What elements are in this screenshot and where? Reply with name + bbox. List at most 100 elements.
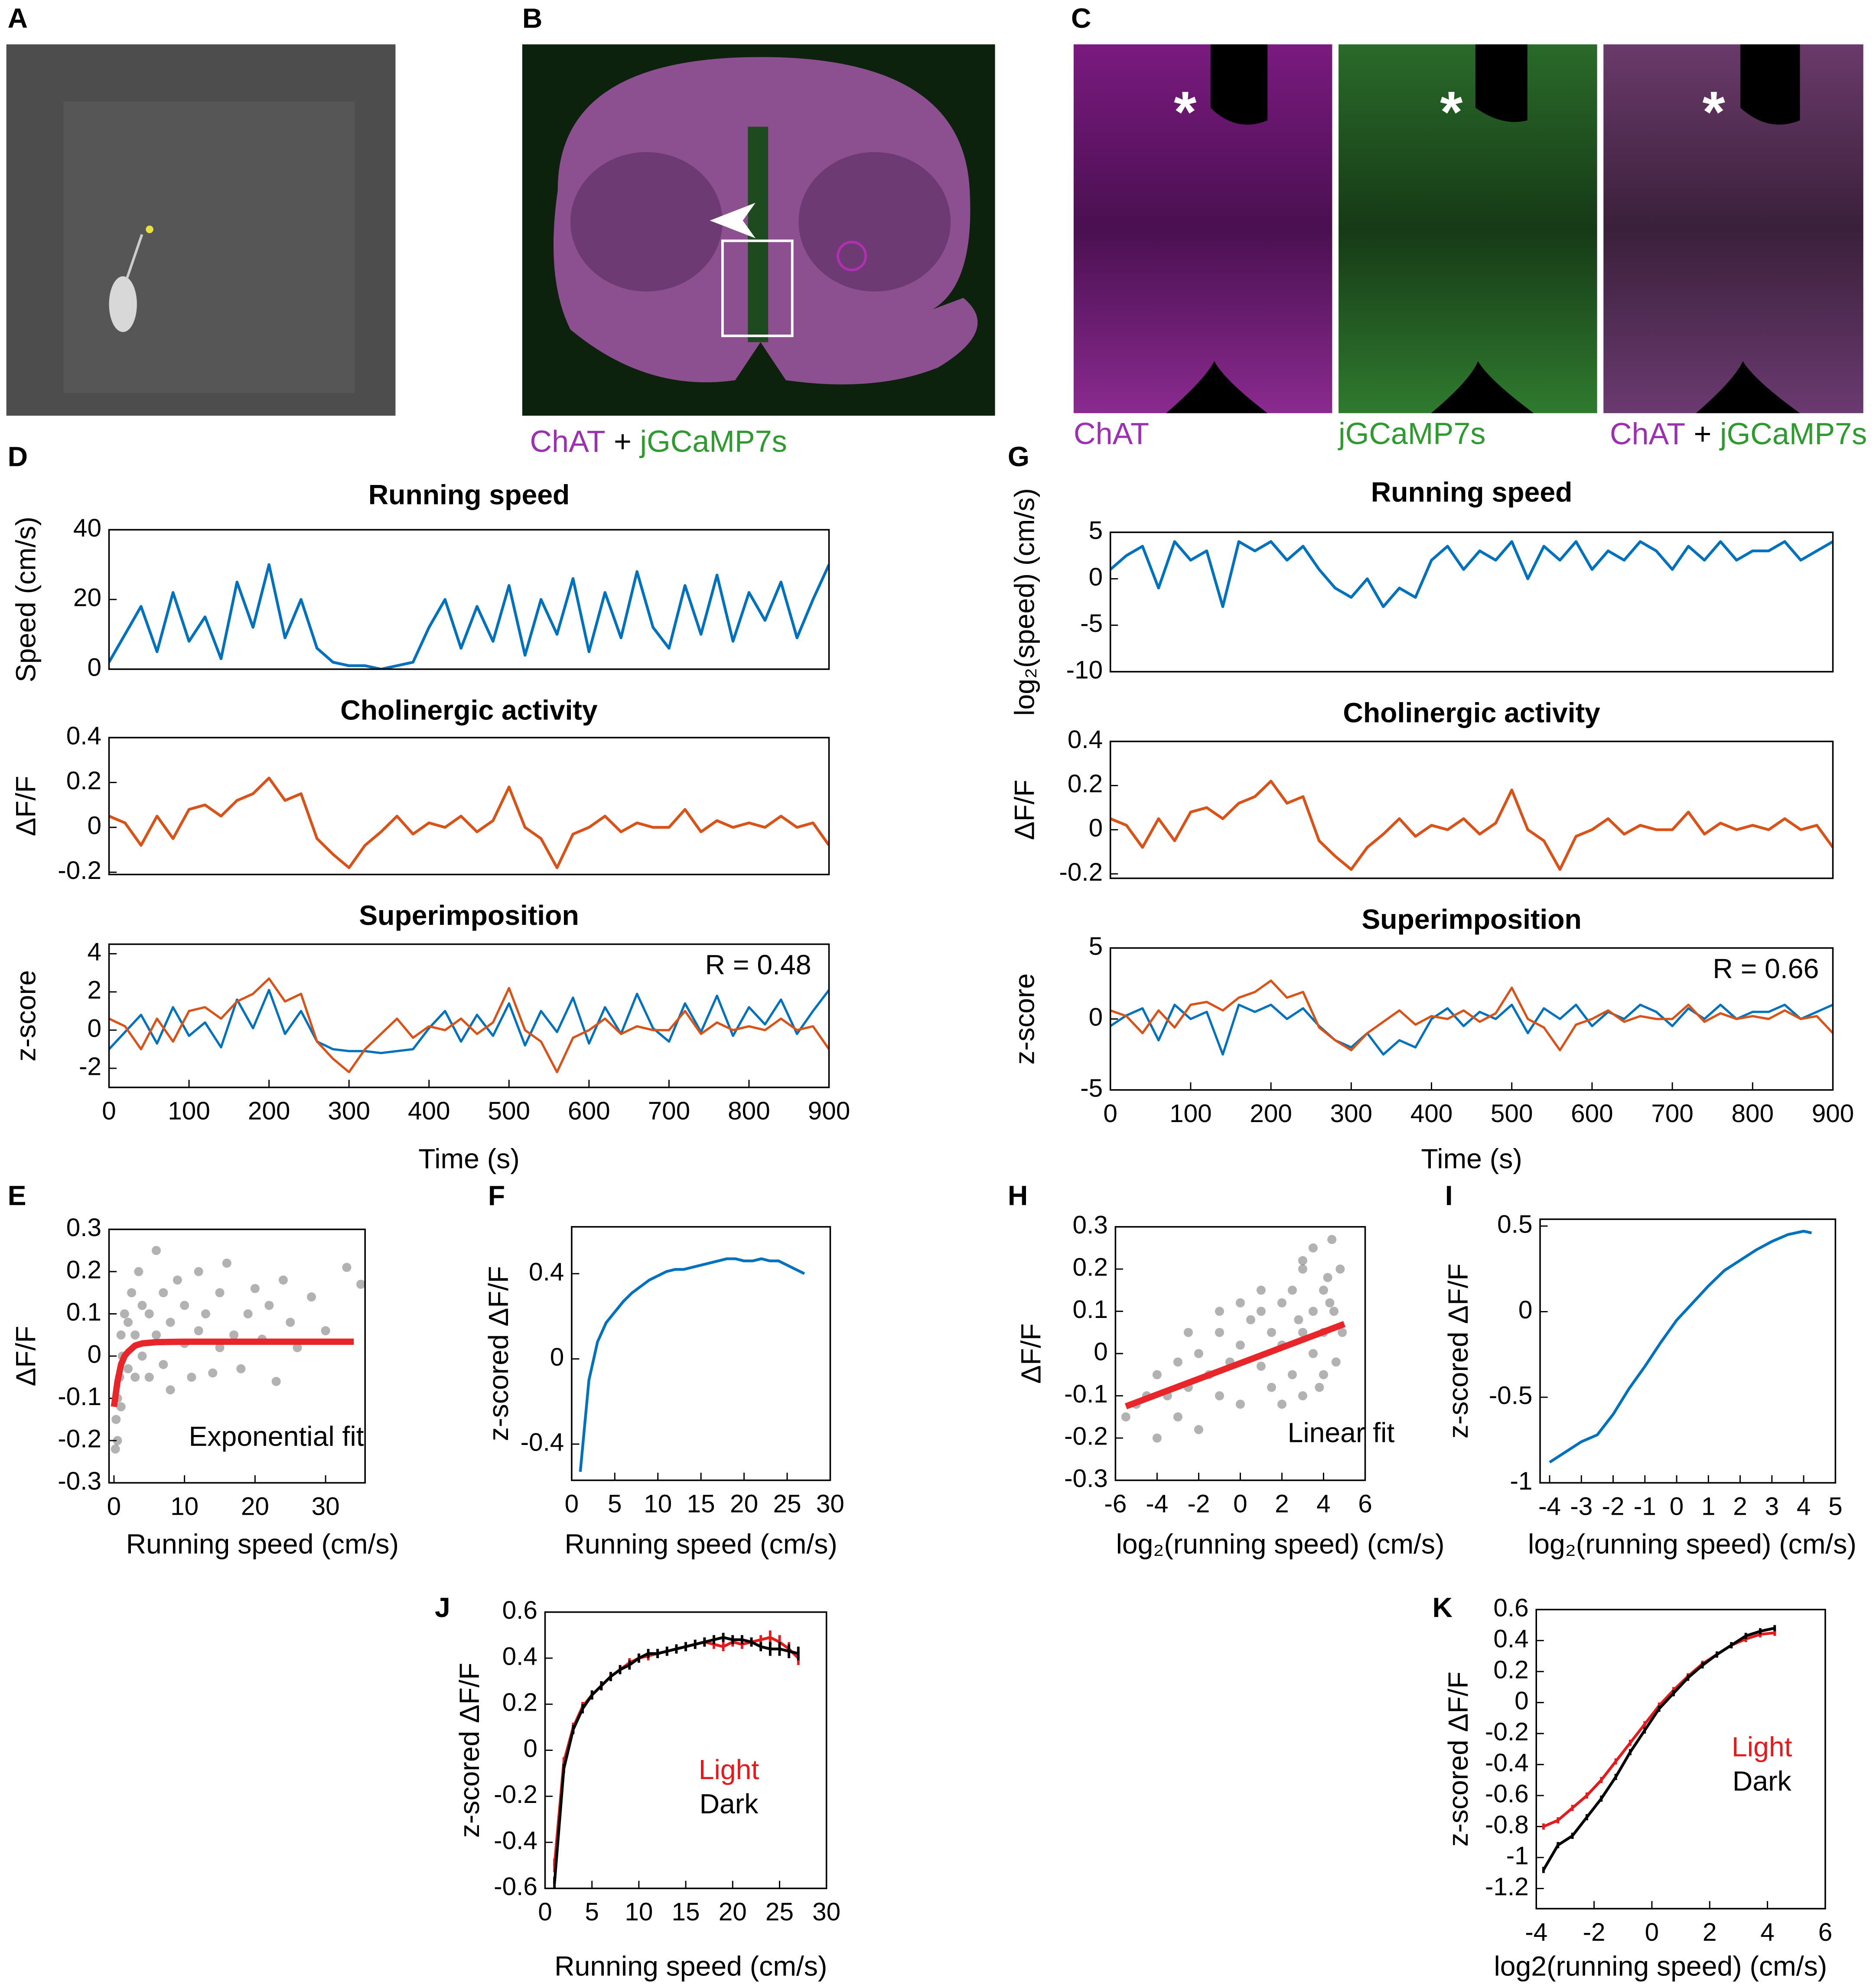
point	[1183, 1328, 1193, 1337]
x-tick-label: 0	[102, 1097, 116, 1125]
line	[553, 1636, 799, 1866]
point	[293, 1343, 302, 1352]
image-b	[522, 44, 995, 416]
x-tick-label: 3	[1765, 1492, 1779, 1520]
point	[111, 1444, 120, 1454]
chat-image	[1073, 44, 1332, 413]
y-axis-label: Speed (cm/s)	[10, 517, 41, 683]
panel-letter: B	[522, 3, 542, 34]
y-tick-label: -0.4	[1485, 1749, 1529, 1777]
point	[1256, 1285, 1266, 1295]
x-tick-label: -2	[1187, 1490, 1210, 1518]
chart-title: Superimposition	[1361, 904, 1582, 935]
x-tick-label: 100	[1169, 1100, 1212, 1128]
merge-image	[1603, 44, 1863, 413]
point	[116, 1402, 126, 1412]
x-tick-label: 0	[1670, 1492, 1684, 1520]
point	[1287, 1285, 1297, 1295]
y-tick-label: 0	[87, 653, 101, 681]
line	[1124, 1321, 1346, 1409]
y-axis-label: ΔF/F	[10, 1326, 41, 1386]
image-a	[6, 44, 396, 416]
y-axis-label: z-score	[10, 970, 41, 1061]
x-tick-label: 20	[730, 1490, 758, 1518]
point	[307, 1292, 316, 1302]
y-tick-label: -2	[79, 1052, 101, 1080]
line	[1110, 540, 1833, 608]
point	[1308, 1349, 1318, 1358]
point	[116, 1330, 126, 1340]
y-tick-label: -1.2	[1485, 1873, 1529, 1901]
x-tick-label: 800	[728, 1097, 770, 1125]
point	[1325, 1298, 1335, 1308]
fiber-track	[1210, 44, 1800, 125]
y-tick-label: -0.5	[1489, 1381, 1533, 1409]
point	[1267, 1383, 1276, 1392]
x-tick-label: 10	[644, 1490, 672, 1518]
y-tick-label: -0.4	[494, 1826, 537, 1855]
point	[1267, 1328, 1276, 1337]
caption-chat: ChAT	[1610, 416, 1685, 450]
x-tick-label: 0	[1645, 1918, 1659, 1946]
y-tick-label: -0.3	[1064, 1464, 1108, 1493]
y-tick-label: 0	[1514, 1687, 1529, 1715]
plot-area	[109, 776, 829, 869]
striatum	[570, 152, 723, 292]
point	[1194, 1349, 1203, 1358]
y-axis-label: z-scored ΔF/F	[1443, 1263, 1474, 1438]
point	[1308, 1307, 1318, 1316]
y-tick-label: -0.6	[1485, 1780, 1529, 1808]
point	[1215, 1391, 1224, 1401]
point	[1235, 1341, 1245, 1350]
point	[1335, 1264, 1345, 1274]
annotation: Linear fit	[1288, 1417, 1395, 1448]
y-tick-label: -0.8	[1485, 1811, 1529, 1839]
y-tick-label: -0.2	[58, 856, 101, 885]
y-tick-label: 0	[523, 1734, 537, 1763]
y-tick-label: -1	[1506, 1842, 1529, 1870]
y-tick-label: 5	[1089, 932, 1103, 960]
chart: -1.2 -1 -0.8 -0.6 -0.4 -0.2 0 0.2 0.4 0.6 -4 -2 0 2 4 6…	[1443, 1594, 1832, 1981]
line	[579, 1257, 805, 1472]
x-tick-label: 5	[608, 1490, 622, 1518]
point	[236, 1364, 246, 1373]
y-axis-label: log₂(speed) (cm/s)	[1009, 488, 1040, 716]
point	[194, 1267, 203, 1276]
point	[271, 1376, 281, 1386]
y-tick-label: 0	[550, 1343, 564, 1371]
point	[123, 1364, 133, 1373]
point	[152, 1330, 161, 1340]
caption-plus: +	[614, 424, 632, 458]
x-tick-label: -4	[1146, 1490, 1168, 1518]
point	[187, 1373, 196, 1382]
axes-box	[108, 1228, 366, 1484]
y-tick-label: -0.2	[1485, 1718, 1529, 1746]
point	[1121, 1412, 1130, 1422]
plot-area	[109, 977, 829, 1074]
x-tick-label: 700	[648, 1097, 690, 1125]
arrowhead	[710, 202, 756, 238]
y-tick-label: 0	[1518, 1296, 1533, 1324]
plot-area	[553, 1630, 800, 1889]
y-tick-label: 40	[73, 514, 101, 542]
panel-letter: K	[1432, 1592, 1452, 1623]
point	[1308, 1243, 1318, 1253]
x-tick-label: 2	[1733, 1492, 1747, 1520]
point	[1327, 1235, 1337, 1244]
point	[1277, 1298, 1286, 1308]
x-tick-label: 4	[1797, 1492, 1811, 1520]
y-tick-label: 0.2	[66, 767, 101, 795]
point	[137, 1301, 147, 1310]
point	[1319, 1285, 1328, 1295]
axes-box	[1109, 531, 1834, 673]
axes-box	[544, 1611, 827, 1889]
x-tick-label: 100	[168, 1097, 210, 1125]
y-tick-label: -0.1	[1064, 1380, 1108, 1408]
line	[109, 776, 829, 869]
chart: -10 -5 0 5 Running speed log₂(speed) (cm/s)	[1009, 476, 1834, 716]
y-tick-label: -0.2	[58, 1425, 101, 1453]
y-tick-label: 0.2	[1493, 1656, 1528, 1684]
y-axis-label: ΔF/F	[10, 776, 41, 836]
x-tick-label: 200	[1250, 1100, 1292, 1128]
